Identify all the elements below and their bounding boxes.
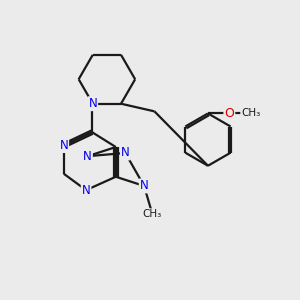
Text: CH₃: CH₃ bbox=[241, 108, 260, 118]
Text: CH₃: CH₃ bbox=[142, 209, 161, 219]
Text: O: O bbox=[224, 107, 234, 120]
Text: N: N bbox=[88, 97, 97, 110]
Text: N: N bbox=[59, 139, 68, 152]
Text: N: N bbox=[83, 150, 92, 163]
Text: N: N bbox=[140, 179, 148, 192]
Text: N: N bbox=[121, 146, 130, 160]
Text: N: N bbox=[82, 184, 91, 196]
